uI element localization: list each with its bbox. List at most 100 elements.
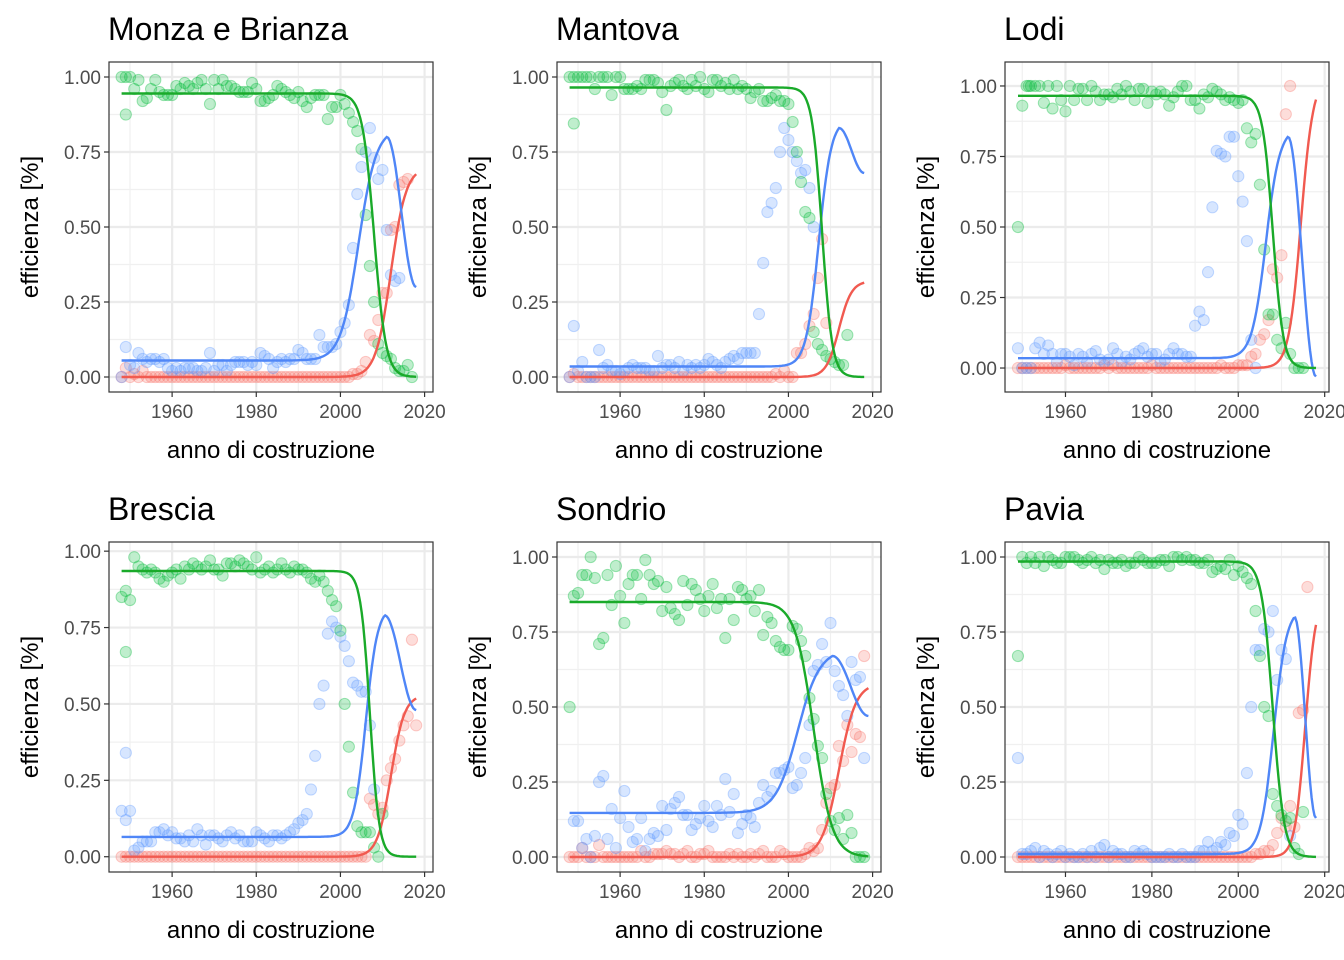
data-point-green	[132, 73, 145, 87]
data-point-blue	[832, 679, 846, 693]
data-point-blue	[1150, 347, 1163, 361]
data-point-blue	[639, 361, 652, 375]
data-point-green	[1158, 88, 1171, 101]
data-point-green	[250, 551, 263, 564]
data-point-green	[1245, 577, 1258, 591]
data-point-blue	[203, 346, 217, 360]
data-point-blue	[588, 829, 601, 843]
data-point-green	[1240, 122, 1254, 135]
data-point-green	[618, 616, 631, 630]
x-tick-label: 2000	[319, 882, 361, 903]
panel-mantova: Mantova anno di costruzione efficienza […	[465, 11, 894, 464]
data-point-green	[710, 73, 723, 87]
data-point-blue	[782, 133, 795, 147]
data-point-green	[1210, 562, 1223, 576]
data-point-green	[1214, 88, 1228, 101]
fit-line-blue	[121, 613, 417, 839]
data-point-green	[1022, 79, 1035, 93]
data-point-blue	[288, 823, 301, 836]
data-point-green	[719, 631, 732, 645]
data-point-blue	[1266, 604, 1279, 618]
y-tick-label: 0.75	[960, 147, 997, 168]
data-point-green	[622, 577, 635, 591]
x-tick-label: 1980	[1131, 882, 1173, 903]
data-point-blue	[199, 838, 212, 851]
data-point-green	[601, 70, 614, 84]
data-point-green	[677, 79, 690, 93]
fit-line-blue	[1018, 135, 1317, 378]
y-tick-label: 0.25	[960, 773, 997, 794]
data-point-green	[363, 826, 376, 839]
data-point-green	[296, 563, 309, 576]
data-point-green	[309, 575, 322, 588]
data-point-green	[203, 554, 217, 567]
data-point-green	[773, 94, 787, 108]
data-point-blue	[643, 832, 656, 846]
data-point-green	[693, 70, 707, 84]
x-tick-label: 1960	[151, 402, 193, 423]
data-point-blue	[1046, 347, 1059, 361]
y-tick-label: 0.00	[960, 359, 997, 380]
data-point-red	[1266, 838, 1279, 852]
y-axis: 0.00 0.25 0.50 0.75 1.00	[64, 542, 101, 869]
data-point-blue	[672, 790, 686, 804]
panel-brescia: Brescia anno di costruzione efficienza […	[17, 491, 446, 944]
data-point-blue	[178, 361, 191, 375]
y-axis: 0.00 0.25 0.50 0.75 1.00	[64, 68, 101, 389]
y-tick-label: 0.75	[960, 623, 997, 644]
data-point-green	[647, 73, 660, 87]
data-point-green	[367, 295, 381, 309]
data-point-green	[166, 566, 179, 579]
data-point-green	[794, 175, 808, 189]
data-point-green	[1106, 91, 1120, 104]
data-point-green	[136, 94, 149, 108]
data-point-green	[1037, 96, 1050, 109]
data-point-green	[195, 73, 208, 87]
data-point-blue	[144, 352, 158, 366]
data-point-blue	[1029, 342, 1042, 355]
data-point-green	[1253, 649, 1266, 663]
data-point-green	[1201, 553, 1215, 567]
data-point-green	[571, 586, 585, 600]
data-point-green	[157, 575, 170, 588]
data-point-blue	[668, 361, 681, 375]
data-point-blue	[1093, 353, 1107, 366]
data-point-green	[355, 826, 368, 839]
x-tick-label: 2000	[1217, 882, 1259, 903]
data-point-green	[1102, 88, 1115, 101]
data-point-green	[639, 73, 652, 87]
data-point-green	[1197, 556, 1210, 570]
data-point-green	[1102, 553, 1115, 567]
data-point-blue	[731, 826, 745, 840]
data-point-green	[736, 79, 749, 93]
data-point-green	[563, 700, 576, 714]
data-point-blue	[794, 166, 808, 180]
data-point-red	[592, 838, 606, 852]
data-point-blue	[1111, 347, 1124, 361]
data-point-green	[233, 85, 246, 99]
x-axis-title: anno di costruzione	[167, 437, 375, 464]
data-point-green	[571, 70, 585, 84]
data-point-blue	[1193, 305, 1206, 318]
plot-area	[552, 541, 882, 877]
data-point-green	[597, 631, 610, 645]
data-point-blue	[136, 352, 149, 366]
data-point-blue	[1219, 150, 1232, 163]
data-point-green	[195, 563, 208, 576]
data-point-green	[1072, 82, 1085, 95]
data-point-blue	[292, 817, 305, 830]
data-point-blue	[1262, 625, 1275, 639]
data-point-green	[1219, 93, 1232, 107]
data-point-blue	[651, 829, 665, 843]
data-point-green	[1249, 604, 1262, 618]
data-point-green	[698, 82, 711, 96]
data-point-blue	[601, 832, 614, 846]
data-point-green	[681, 82, 694, 96]
y-axis-title: efficienza [%]	[913, 156, 940, 298]
data-point-blue	[1236, 817, 1249, 831]
data-point-red	[119, 361, 132, 375]
data-point-green	[1201, 91, 1215, 104]
data-point-green	[363, 259, 376, 273]
data-point-blue	[1223, 130, 1236, 143]
data-point-green	[588, 82, 601, 96]
